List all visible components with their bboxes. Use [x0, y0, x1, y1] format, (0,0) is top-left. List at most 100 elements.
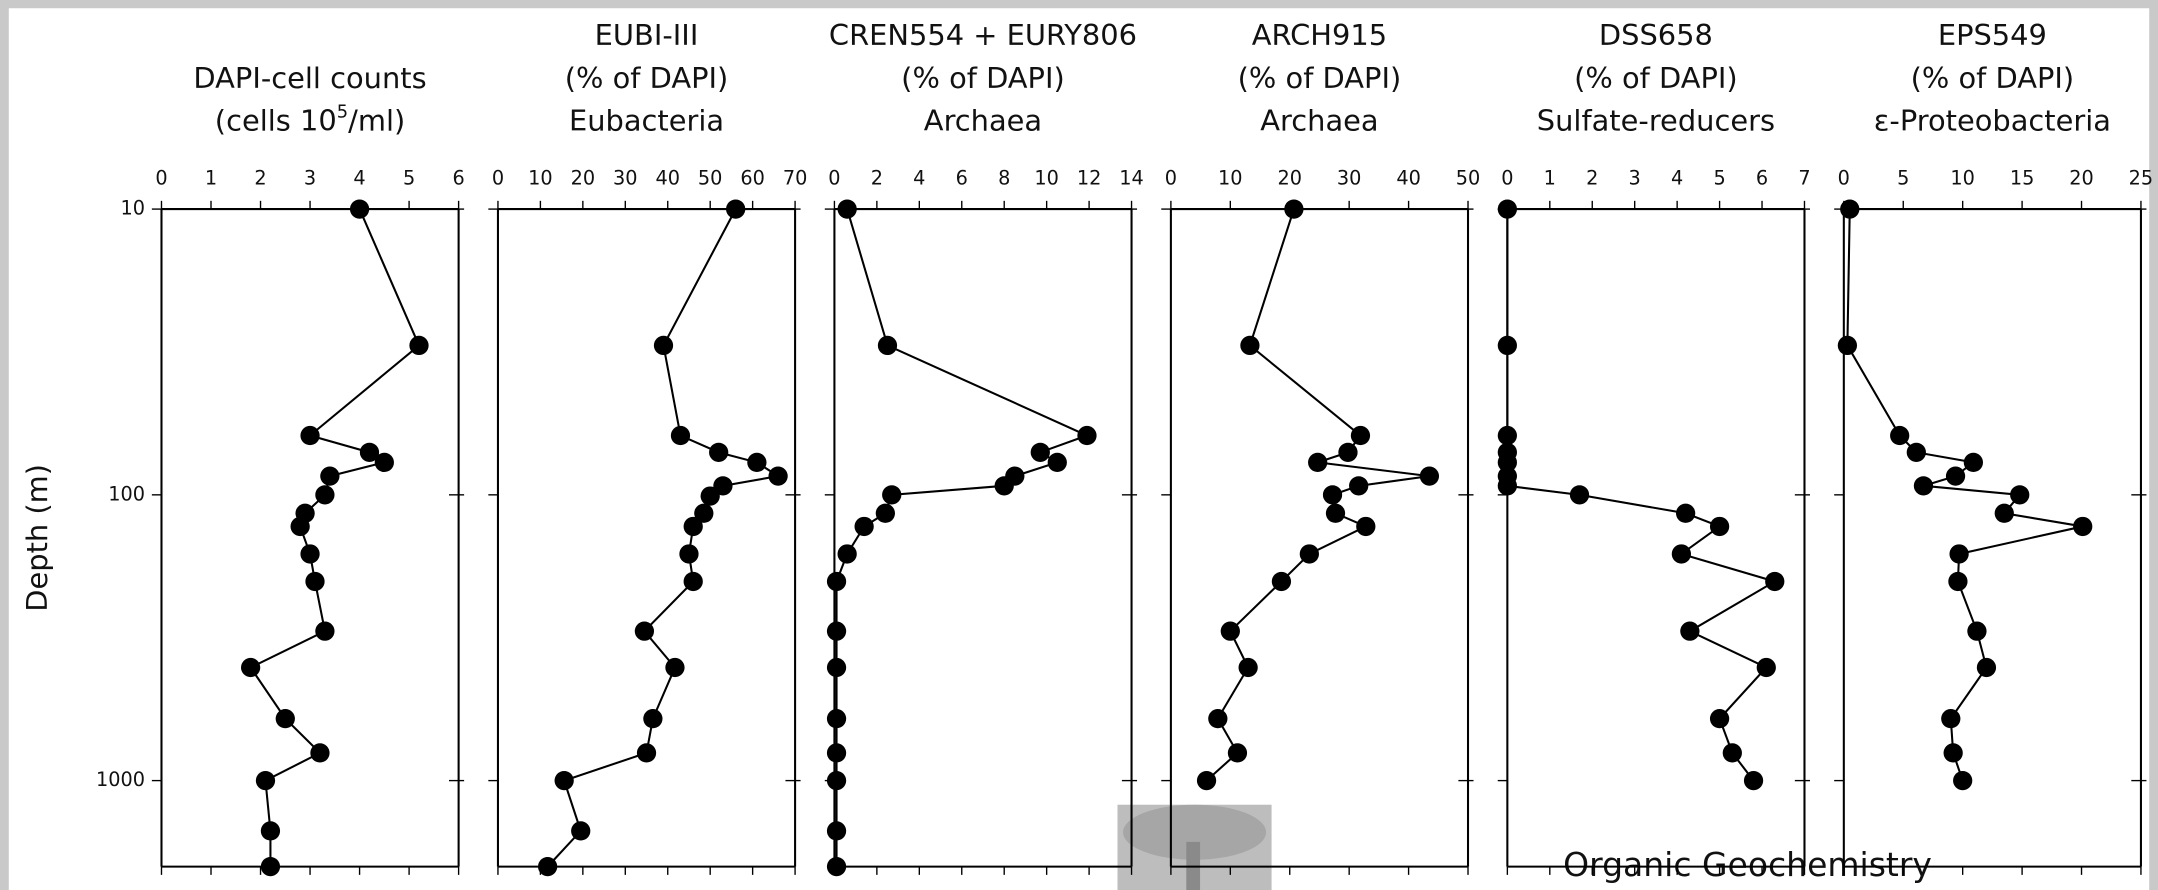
x-tick-label: 5: [1713, 166, 1725, 189]
x-tick-label: 2: [1586, 166, 1598, 189]
x-tick-label: 4: [913, 166, 925, 189]
x-tick-label: 0: [1838, 166, 1850, 189]
data-point: [1837, 335, 1858, 356]
x-tick-label: 1: [205, 166, 217, 189]
panel-title: Eubacteria: [569, 103, 724, 137]
data-point: [826, 621, 847, 641]
data-point: [768, 466, 788, 486]
x-tick-label: 3: [304, 166, 316, 189]
data-point: [875, 503, 895, 523]
data-point: [537, 856, 558, 877]
data-point: [275, 709, 295, 729]
data-point: [826, 657, 847, 678]
data-point: [854, 516, 874, 537]
data-point: [1963, 452, 1983, 473]
data-point: [665, 657, 685, 678]
data-point: [877, 335, 898, 356]
data-point: [1349, 476, 1369, 496]
data-point: [1676, 503, 1696, 523]
panel-title: (cells 105/ml): [215, 101, 405, 138]
publisher-logo: [1117, 804, 1272, 890]
data-point: [374, 452, 394, 473]
data-point: [694, 503, 714, 523]
data-point: [1196, 770, 1217, 791]
data-point: [700, 486, 720, 506]
data-point: [554, 770, 574, 791]
x-tick-label: 2: [871, 166, 883, 189]
data-point: [290, 516, 310, 537]
data-point: [826, 743, 847, 763]
title-part: /ml): [348, 103, 405, 137]
panel-title: (% of DAPI): [565, 61, 729, 95]
data-point: [1325, 503, 1346, 523]
data-point: [260, 821, 281, 841]
panel-title: (% of DAPI): [1574, 61, 1738, 95]
data-point: [643, 709, 663, 729]
data-point: [1284, 199, 1304, 219]
x-tick-label: 30: [1337, 166, 1362, 189]
x-tick-label: 15: [2010, 166, 2035, 189]
data-point: [255, 770, 276, 791]
data-point: [1671, 544, 1692, 564]
x-tick-label: 0: [1165, 166, 1177, 189]
data-point: [1994, 503, 2014, 523]
data-point: [240, 657, 261, 678]
data-point: [315, 621, 335, 641]
panel-title: ARCH915: [1252, 18, 1387, 52]
data-point: [837, 199, 857, 219]
data-point: [882, 485, 902, 505]
x-tick-label: 5: [403, 166, 415, 189]
x-tick-label: 3: [1629, 166, 1641, 189]
data-point: [1722, 743, 1742, 763]
data-point: [1322, 485, 1343, 505]
data-point: [315, 485, 335, 505]
data-point: [571, 821, 591, 841]
x-tick-label: 6: [452, 166, 464, 189]
data-point: [320, 466, 340, 486]
x-tick-label: 40: [655, 166, 680, 189]
data-point: [683, 571, 703, 592]
x-tick-label: 4: [353, 166, 365, 189]
data-point: [1953, 770, 1973, 791]
data-point: [679, 544, 699, 564]
x-tick-label: 10: [1218, 166, 1243, 189]
x-tick-label: 2: [254, 166, 266, 189]
figure-panel: [8, 8, 2150, 890]
data-point: [1350, 425, 1371, 446]
data-point: [2073, 516, 2093, 537]
data-point: [1765, 571, 1785, 592]
data-point: [670, 425, 691, 446]
data-point: [310, 743, 330, 763]
data-point: [636, 743, 657, 763]
data-point: [1240, 335, 1260, 356]
data-point: [994, 476, 1014, 496]
data-point: [1338, 442, 1358, 462]
x-tick-label: 1: [1544, 166, 1556, 189]
title-part: 5: [337, 101, 348, 122]
data-point: [1238, 657, 1258, 678]
data-point: [1756, 657, 1776, 678]
panel-title: (% of DAPI): [901, 61, 1065, 95]
x-tick-label: 10: [1034, 166, 1059, 189]
data-point: [1497, 476, 1517, 496]
data-point: [349, 199, 370, 219]
data-point: [1967, 621, 1987, 641]
data-point: [653, 335, 674, 356]
data-point: [359, 442, 380, 462]
panel-title: DAPI-cell counts: [193, 61, 426, 95]
data-point: [683, 516, 703, 537]
x-tick-label: 0: [492, 166, 504, 189]
data-point: [1308, 452, 1328, 473]
x-tick-label: 60: [740, 166, 765, 189]
y-tick-label: 100: [108, 482, 145, 505]
x-tick-label: 0: [1501, 166, 1513, 189]
data-point: [1271, 571, 1292, 592]
data-point: [1913, 476, 1934, 496]
data-point: [1569, 485, 1590, 505]
data-point: [826, 856, 847, 877]
data-point: [2010, 485, 2030, 505]
data-point: [1709, 516, 1730, 537]
data-point: [1227, 743, 1248, 763]
y-axis-label: Depth (m): [20, 464, 54, 612]
